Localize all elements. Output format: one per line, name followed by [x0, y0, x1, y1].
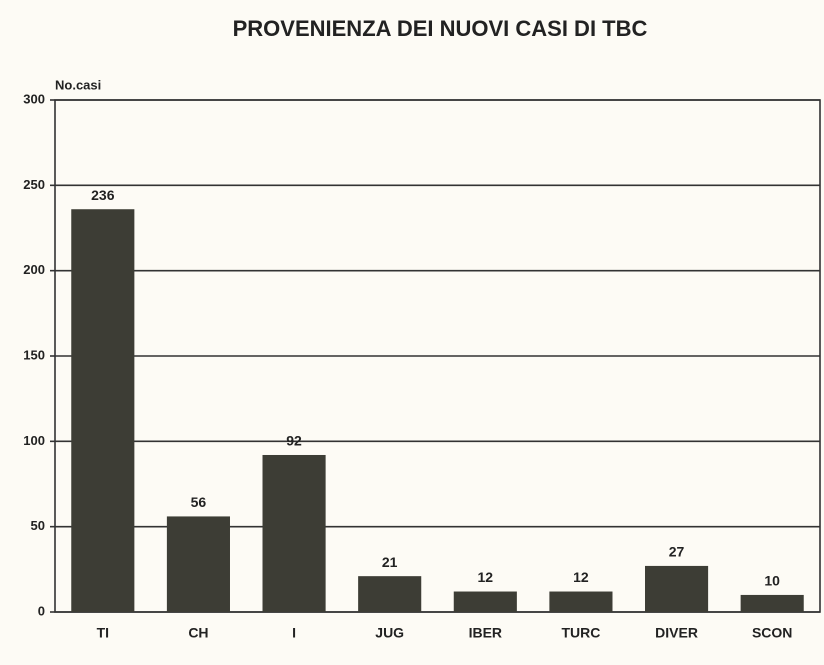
x-tick-label: SCON: [752, 625, 792, 641]
x-tick-label: I: [292, 625, 296, 641]
x-tick-label: DIVER: [655, 625, 698, 641]
y-axis-label: No.casi: [55, 77, 101, 92]
bar: [358, 576, 422, 612]
bar: [166, 516, 230, 612]
y-tick-label: 0: [38, 603, 45, 618]
bar: [262, 454, 326, 612]
bar: [549, 591, 613, 612]
x-tick-label: JUG: [375, 625, 404, 641]
data-label: 92: [286, 433, 302, 449]
bar: [645, 565, 709, 612]
data-label: 12: [573, 569, 589, 585]
chart-title: PROVENIENZA DEI NUOVI CASI DI TBC: [233, 16, 648, 41]
y-tick-label: 50: [31, 518, 45, 533]
x-tick-label: TURC: [561, 625, 600, 641]
data-label: 27: [669, 544, 685, 560]
x-tick-label: CH: [188, 625, 208, 641]
data-label: 21: [382, 554, 398, 570]
y-tick-label: 250: [23, 177, 45, 192]
x-tick-label: TI: [97, 625, 109, 641]
bar: [740, 594, 804, 612]
data-label: 236: [91, 187, 115, 203]
bar: [71, 209, 135, 612]
y-tick-label: 150: [23, 347, 45, 362]
bar: [453, 591, 517, 612]
y-tick-label: 300: [23, 91, 45, 106]
x-tick-label: IBER: [469, 625, 502, 641]
y-tick-label: 100: [23, 433, 45, 448]
data-label: 10: [764, 573, 780, 589]
data-label: 56: [191, 494, 207, 510]
y-tick-label: 200: [23, 262, 45, 277]
data-label: 12: [478, 569, 494, 585]
